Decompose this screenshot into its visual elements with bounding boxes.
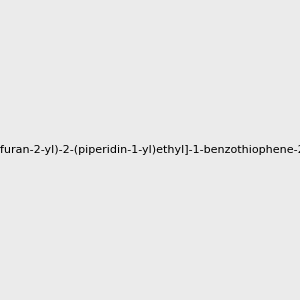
Text: 3-chloro-N-[2-(furan-2-yl)-2-(piperidin-1-yl)ethyl]-1-benzothiophene-2-carboxami: 3-chloro-N-[2-(furan-2-yl)-2-(piperidin-… [0,145,300,155]
